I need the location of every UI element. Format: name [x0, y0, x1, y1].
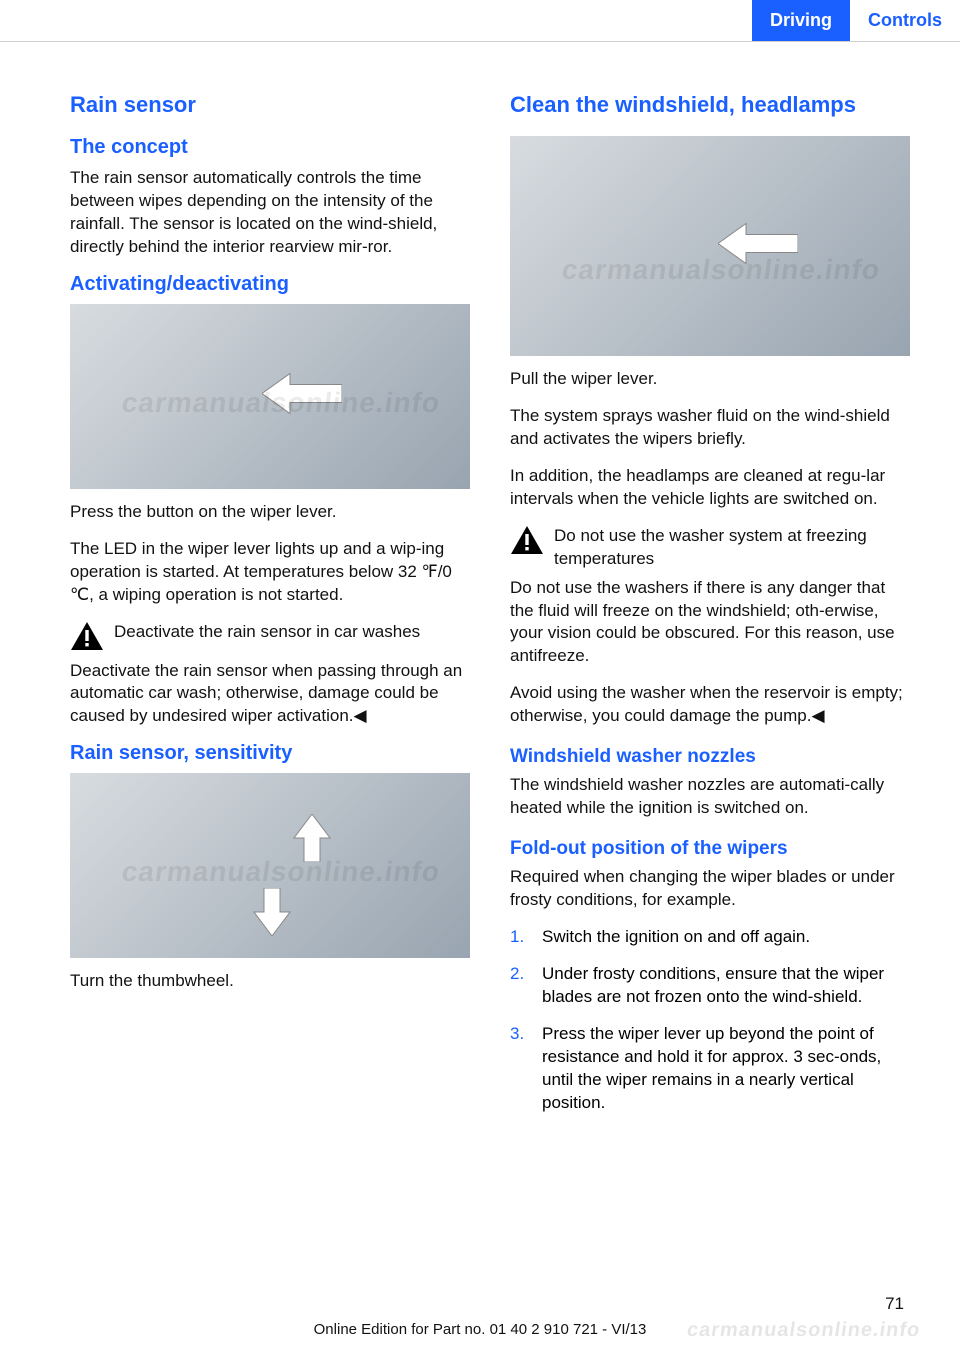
step-1: 1. Switch the ignition on and off again. — [510, 926, 910, 949]
para-press-button: Press the button on the wiper lever. — [70, 501, 470, 524]
step-text: Press the wiper lever up beyond the poin… — [542, 1023, 910, 1115]
para-spray: The system sprays washer fluid on the wi… — [510, 405, 910, 451]
image-pull-lever: carmanualsonline.info — [510, 136, 910, 356]
right-column: Clean the windshield, headlamps carmanua… — [510, 92, 910, 1129]
page-content: Rain sensor The concept The rain sensor … — [0, 42, 960, 1129]
footer-line: Online Edition for Part no. 01 40 2 910 … — [0, 1321, 960, 1338]
arrow-left-icon — [718, 219, 798, 274]
step-number: 3. — [510, 1023, 528, 1115]
heading-foldout: Fold-out position of the wipers — [510, 838, 910, 860]
warning-carwash: Deactivate the rain sensor in car washes — [70, 621, 470, 656]
heading-activating: Activating/deactivating — [70, 273, 470, 296]
heading-sensitivity: Rain sensor, sensitivity — [70, 742, 470, 765]
step-number: 2. — [510, 963, 528, 1009]
heading-concept: The concept — [70, 136, 470, 159]
header-tab-controls: Controls — [850, 0, 960, 41]
para-concept: The rain sensor automatically controls t… — [70, 167, 470, 259]
para-led: The LED in the wiper lever lights up and… — [70, 538, 470, 607]
step-number: 1. — [510, 926, 528, 949]
para-foldout: Required when changing the wiper blades … — [510, 866, 910, 912]
page-header: Driving Controls — [0, 0, 960, 42]
warning-carwash-body: Deactivate the rain sensor when passing … — [70, 660, 470, 729]
para-freeze: Do not use the washers if there is any d… — [510, 577, 910, 669]
warning-triangle-icon — [70, 621, 104, 656]
arrow-up-icon — [290, 814, 334, 867]
image-wiper-lever-button: carmanualsonline.info — [70, 304, 470, 489]
left-column: Rain sensor The concept The rain sensor … — [70, 92, 470, 1129]
page-number: 71 — [885, 1294, 904, 1314]
para-headlamps: In addition, the headlamps are cleaned a… — [510, 465, 910, 511]
warning-carwash-title: Deactivate the rain sensor in car washes — [114, 621, 420, 644]
heading-rain-sensor: Rain sensor — [70, 92, 470, 118]
step-3: 3. Press the wiper lever up beyond the p… — [510, 1023, 910, 1115]
para-nozzles: The windshield washer nozzles are automa… — [510, 774, 910, 820]
para-turn-thumbwheel: Turn the thumbwheel. — [70, 970, 470, 993]
warning-freezing: Do not use the washer system at freezing… — [510, 525, 910, 571]
arrow-down-icon — [250, 888, 294, 941]
step-2: 2. Under frosty conditions, ensure that … — [510, 963, 910, 1009]
heading-clean-windshield: Clean the windshield, headlamps — [510, 92, 910, 118]
step-text: Under frosty conditions, ensure that the… — [542, 963, 910, 1009]
warning-freezing-title: Do not use the washer system at freezing… — [554, 525, 910, 571]
image-thumbwheel: carmanualsonline.info — [70, 773, 470, 958]
header-tab-driving: Driving — [752, 0, 850, 41]
heading-nozzles: Windshield washer nozzles — [510, 746, 910, 768]
step-text: Switch the ignition on and off again. — [542, 926, 810, 949]
para-reservoir: Avoid using the washer when the reservoi… — [510, 682, 910, 728]
foldout-steps: 1. Switch the ignition on and off again.… — [510, 926, 910, 1115]
watermark-text: carmanualsonline.info — [120, 856, 443, 888]
warning-triangle-icon — [510, 525, 544, 560]
arrow-left-icon — [262, 369, 342, 424]
para-pull-lever: Pull the wiper lever. — [510, 368, 910, 391]
